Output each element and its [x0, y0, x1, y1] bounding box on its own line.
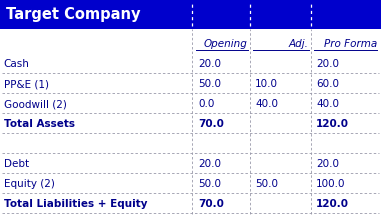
Text: 0.0: 0.0 — [198, 99, 215, 109]
Text: 120.0: 120.0 — [316, 199, 349, 209]
Text: 50.0: 50.0 — [198, 179, 221, 189]
Text: 120.0: 120.0 — [316, 119, 349, 129]
Text: Target Company: Target Company — [6, 7, 140, 22]
Text: PP&E (1): PP&E (1) — [4, 79, 49, 89]
Text: 10.0: 10.0 — [255, 79, 278, 89]
Text: Debt: Debt — [4, 159, 29, 169]
Text: Total Liabilities + Equity: Total Liabilities + Equity — [4, 199, 147, 209]
Text: 40.0: 40.0 — [255, 99, 278, 109]
Text: 40.0: 40.0 — [316, 99, 339, 109]
Text: 70.0: 70.0 — [198, 119, 224, 129]
Text: Goodwill (2): Goodwill (2) — [4, 99, 67, 109]
Text: Equity (2): Equity (2) — [4, 179, 55, 189]
Text: Total Assets: Total Assets — [4, 119, 75, 129]
Text: 20.0: 20.0 — [198, 59, 221, 69]
Text: Cash: Cash — [4, 59, 30, 69]
Text: 50.0: 50.0 — [255, 179, 278, 189]
Bar — [0, 0, 381, 29]
Text: Adj.: Adj. — [289, 39, 309, 49]
Text: 20.0: 20.0 — [316, 59, 339, 69]
Text: 20.0: 20.0 — [198, 159, 221, 169]
Text: 70.0: 70.0 — [198, 199, 224, 209]
Text: 60.0: 60.0 — [316, 79, 339, 89]
Text: 100.0: 100.0 — [316, 179, 346, 189]
Text: 50.0: 50.0 — [198, 79, 221, 89]
Text: Pro Forma: Pro Forma — [324, 39, 377, 49]
Text: 20.0: 20.0 — [316, 159, 339, 169]
Text: Opening: Opening — [204, 39, 248, 49]
